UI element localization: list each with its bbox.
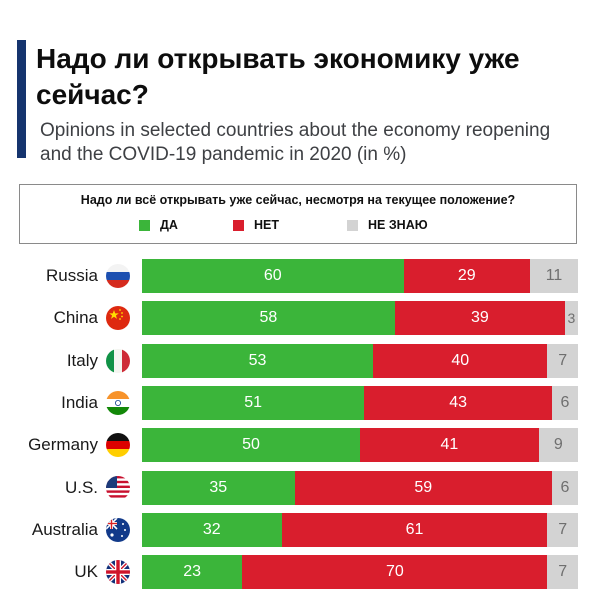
bar-segment-dont-know: 7 bbox=[547, 344, 578, 378]
chart-row: China 58 39 3 bbox=[0, 301, 591, 335]
bar-segment-no: 29 bbox=[403, 259, 531, 293]
bar-segment-yes: 50 bbox=[142, 428, 360, 462]
stacked-bar: 23 70 7 bbox=[142, 555, 578, 589]
country-label: Russia bbox=[46, 266, 98, 285]
country-label: China bbox=[53, 308, 98, 327]
legend-swatch-yes bbox=[139, 219, 150, 231]
chart-row: Australia 32 61 7 bbox=[0, 513, 591, 547]
chart-subtitle: Opinions in selected countries about the… bbox=[40, 120, 551, 165]
stacked-bar: 32 61 7 bbox=[142, 513, 578, 547]
china-flag-icon bbox=[106, 306, 130, 330]
bar-segment-dont-know: 11 bbox=[530, 259, 578, 293]
bar-segment-dont-know: 7 bbox=[547, 513, 578, 547]
bar-segment-yes: 53 bbox=[142, 344, 374, 378]
country-label: Australia bbox=[31, 520, 98, 539]
russia-flag-icon bbox=[106, 264, 130, 288]
bar-segment-yes: 51 bbox=[142, 386, 365, 420]
legend-label-no: НЕТ bbox=[254, 218, 279, 232]
legend: Надо ли всё открывать уже сейчас, несмот… bbox=[19, 184, 577, 244]
legend-items: ДА НЕТ НЕ ЗНАЮ bbox=[20, 218, 576, 236]
stacked-bar: 51 43 6 bbox=[142, 386, 578, 420]
us-flag-icon bbox=[106, 476, 130, 500]
bar-segment-no: 61 bbox=[281, 513, 548, 547]
bar-segment-dont-know: 6 bbox=[551, 386, 578, 420]
title-accent-bar bbox=[17, 40, 26, 158]
legend-label-dont-know: НЕ ЗНАЮ bbox=[368, 218, 428, 232]
chart-title: Надо ли открывать экономику уже сейчас? bbox=[36, 43, 520, 110]
legend-label-yes: ДА bbox=[160, 218, 178, 232]
bar-segment-no: 43 bbox=[364, 386, 552, 420]
country-label: U.S. bbox=[64, 478, 98, 497]
chart-row: India 51 43 6 bbox=[0, 386, 591, 420]
germany-flag-icon bbox=[106, 433, 130, 457]
bar-segment-no: 39 bbox=[394, 301, 565, 335]
chart-row: Russia 60 29 11 bbox=[0, 259, 591, 293]
stacked-bar: 53 40 7 bbox=[142, 344, 578, 378]
legend-item-dont-know: НЕ ЗНАЮ bbox=[347, 218, 428, 232]
uk-flag-icon bbox=[106, 560, 130, 584]
bar-segment-yes: 58 bbox=[142, 301, 395, 335]
bar-segment-no: 40 bbox=[373, 344, 548, 378]
legend-swatch-no bbox=[233, 219, 244, 231]
bar-segment-no: 59 bbox=[294, 471, 552, 505]
country-label: UK bbox=[74, 562, 98, 581]
bar-segment-dont-know: 7 bbox=[547, 555, 578, 589]
bar-segment-yes: 32 bbox=[142, 513, 282, 547]
country-label: Germany bbox=[28, 435, 98, 454]
stacked-bar: 35 59 6 bbox=[142, 471, 578, 505]
bar-segment-dont-know: 9 bbox=[538, 428, 578, 462]
legend-item-no: НЕТ bbox=[233, 218, 279, 232]
bar-segment-dont-know: 6 bbox=[551, 471, 578, 505]
india-flag-icon bbox=[106, 391, 130, 415]
legend-item-yes: ДА bbox=[139, 218, 178, 232]
bar-segment-yes: 60 bbox=[142, 259, 404, 293]
stacked-bar: 60 29 11 bbox=[142, 259, 578, 293]
chart-row: U.S. 35 59 6 bbox=[0, 471, 591, 505]
bar-segment-no: 70 bbox=[242, 555, 548, 589]
australia-flag-icon bbox=[106, 518, 130, 542]
stacked-bar: 58 39 3 bbox=[142, 301, 578, 335]
bar-segment-no: 41 bbox=[360, 428, 539, 462]
bar-segment-yes: 35 bbox=[142, 471, 295, 505]
legend-swatch-dont-know bbox=[347, 219, 358, 231]
country-label: Italy bbox=[66, 351, 98, 370]
italy-flag-icon bbox=[106, 349, 130, 373]
legend-question: Надо ли всё открывать уже сейчас, несмот… bbox=[80, 193, 516, 207]
country-label: India bbox=[61, 393, 98, 412]
stacked-bar: 50 41 9 bbox=[142, 428, 578, 462]
chart-row: Germany 50 41 9 bbox=[0, 428, 591, 462]
chart-row: UK 23 70 7 bbox=[0, 555, 591, 589]
bar-segment-dont-know: 3 bbox=[564, 301, 578, 335]
bar-segment-yes: 23 bbox=[142, 555, 243, 589]
chart-row: Italy 53 40 7 bbox=[0, 344, 591, 378]
